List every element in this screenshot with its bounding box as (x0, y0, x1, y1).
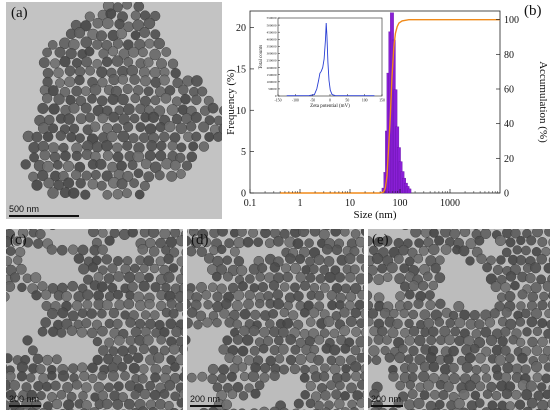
panel-e-tem-image: (e) 200 nm (368, 229, 550, 410)
x-tick-label: 0.1 (244, 198, 257, 209)
y2-tick-label: 80 (504, 50, 514, 61)
scale-bar-d (190, 405, 222, 407)
panel-label-a: (a) (11, 5, 28, 21)
inset-y-tick-label: 550000 (267, 16, 277, 20)
inset-y-tick-label: 350000 (267, 45, 277, 49)
inset-x-tick-label: -50 (310, 99, 315, 103)
y2-tick-label: 40 (504, 119, 514, 130)
scale-text-a: 500 nm (9, 204, 40, 214)
particles (187, 229, 364, 410)
zeta-potential-curve (286, 22, 375, 97)
panel-label-c: (c) (10, 232, 27, 248)
y2-tick-label: 60 (504, 85, 514, 96)
y-tick-label: 5 (241, 147, 246, 158)
histogram-bar (407, 188, 412, 194)
inset-y-tick-label: 500000 (267, 23, 277, 27)
x-tick-label: 100 (393, 198, 408, 209)
inset-x-tick-label: 100 (362, 99, 368, 103)
y-axis-label: Frequency (%) (225, 69, 237, 135)
inset-y-tick-label: 100000 (267, 80, 277, 84)
y2-tick-label: 20 (504, 154, 514, 165)
x-axis-label: Size (nm) (353, 209, 396, 221)
nanoparticle-cluster (6, 2, 222, 219)
y-tick-label: 20 (236, 23, 246, 34)
nanoparticle-field-c (6, 229, 183, 410)
nanoparticle-field-e (368, 229, 550, 410)
x-tick-label: 1 (298, 198, 303, 209)
inset-y-tick-label: 150000 (267, 73, 277, 77)
inset-y-axis-label: Total counts (259, 45, 264, 70)
y2-tick-label: 0 (504, 189, 509, 200)
x-tick-label: 10 (345, 198, 355, 209)
inset-frame (277, 17, 383, 97)
inset-y-tick-label: 300000 (267, 52, 277, 56)
panel-c-tem-image: (c) 200 nm (6, 229, 183, 410)
inset-x-tick-label: 50 (345, 99, 349, 103)
inset-y-tick-label: 250000 (267, 59, 277, 63)
x-tick-label: 1000 (440, 198, 460, 209)
panel-label-d: (d) (191, 232, 209, 248)
y-tick-label: 0 (241, 189, 246, 200)
inset-y-tick-label: 400000 (267, 37, 277, 41)
particles (20, 2, 222, 200)
inset-x-tick-label: -150 (275, 99, 282, 103)
y2-tick-label: 100 (504, 15, 519, 26)
scale-text-c: 200 nm (9, 394, 40, 404)
inset-x-tick-label: 150 (379, 99, 385, 103)
inset-y-tick-label: 450000 (267, 30, 277, 34)
particles (6, 229, 183, 410)
scale-text-d: 200 nm (190, 394, 221, 404)
inset-y-tick-label: 0 (275, 94, 277, 98)
inset-x-tick-label: 0 (329, 99, 331, 103)
panel-label-e: (e) (372, 232, 389, 248)
panel-label-b: (b) (524, 3, 542, 19)
scale-bar-e (371, 405, 403, 407)
panel-a-tem-image: (a) 500 nm (6, 2, 222, 219)
scale-bar-c (9, 405, 41, 407)
nanoparticle-field-d (187, 229, 364, 410)
scale-text-e: 200 nm (371, 394, 402, 404)
particles (368, 229, 550, 410)
inset-y-tick-label: 200000 (267, 66, 277, 70)
scale-bar-a (9, 215, 79, 217)
y2-axis-label: Accumulation (%) (537, 61, 549, 143)
panel-d-tem-image: (d) 200 nm (187, 229, 364, 410)
accumulation-curve (280, 19, 500, 194)
inset-y-tick-label: 50000 (268, 87, 277, 91)
y-tick-label: 10 (236, 106, 246, 117)
y-tick-label: 15 (236, 64, 246, 75)
inset-x-tick-label: -100 (292, 99, 299, 103)
inset-x-axis-label: Zeta potential (mV) (310, 104, 350, 109)
